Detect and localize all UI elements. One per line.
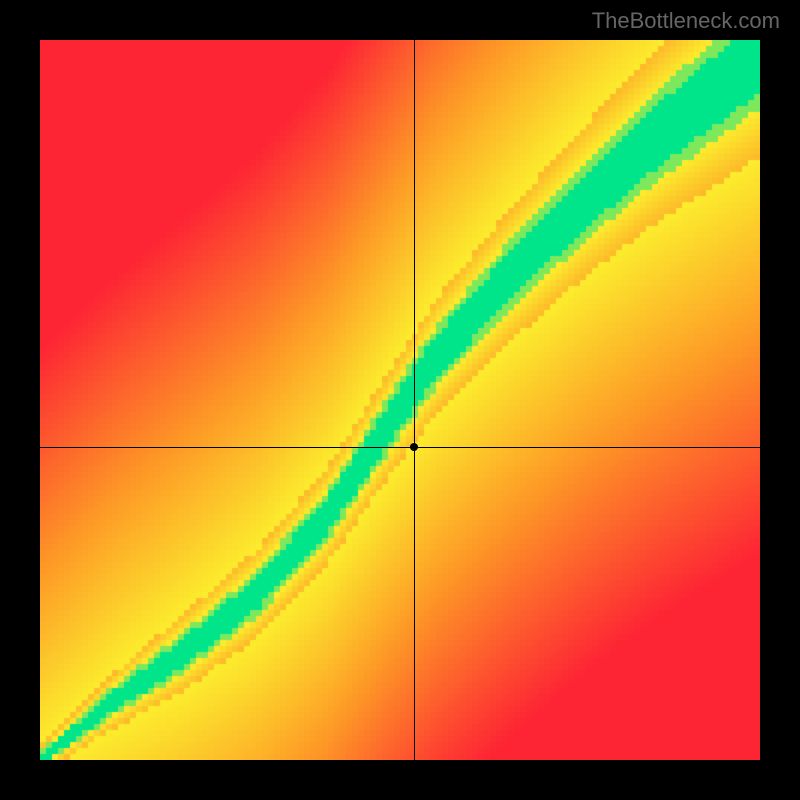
chart-container: TheBottleneck.com [0, 0, 800, 800]
crosshair-vertical [414, 40, 415, 760]
crosshair-horizontal [40, 447, 760, 448]
plot-area [40, 40, 760, 760]
crosshair-marker [410, 443, 418, 451]
watermark-text: TheBottleneck.com [592, 8, 780, 34]
heatmap-canvas [40, 40, 760, 760]
